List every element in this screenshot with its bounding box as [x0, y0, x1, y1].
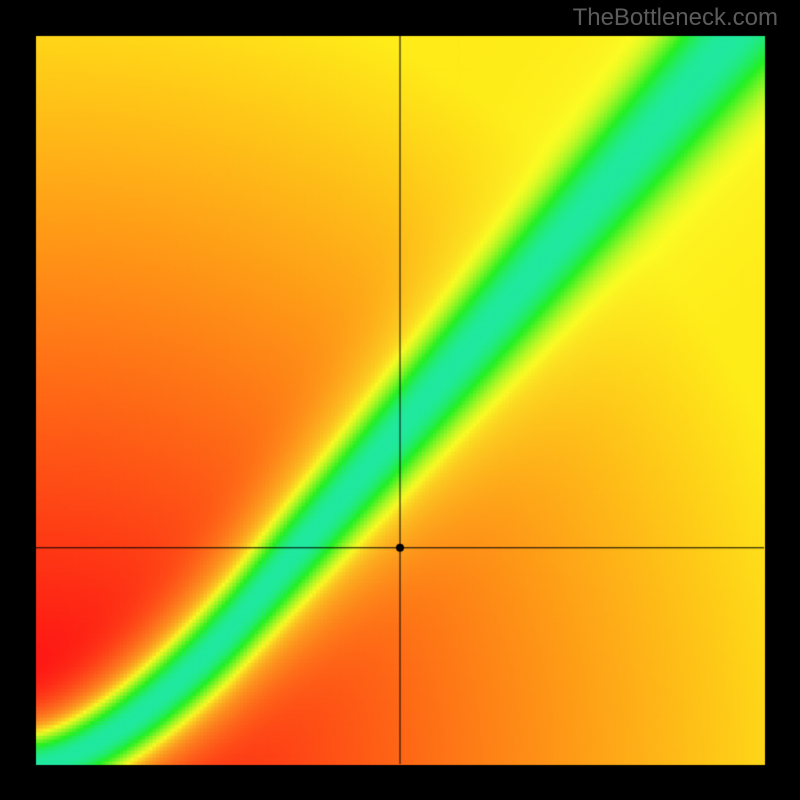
watermark-label: TheBottleneck.com: [573, 6, 778, 30]
heatmap-canvas: [0, 0, 800, 800]
